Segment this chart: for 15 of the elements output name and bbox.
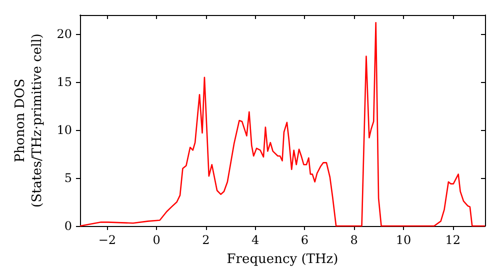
y-tick-label: 10: [56, 123, 72, 138]
x-axis-title: Frequency (THz): [226, 252, 338, 267]
x-tick-label: 2: [202, 233, 210, 247]
x-tick-label: −2: [98, 233, 116, 247]
x-tick-label: 6: [300, 233, 309, 247]
x-tick-label: 12: [445, 233, 461, 247]
x-tick-label: 0: [152, 233, 160, 247]
x-tick-label: 4: [252, 233, 260, 247]
y-tick-label: 15: [56, 75, 72, 90]
y-tick-label: 5: [64, 171, 72, 186]
y-tick-label: 20: [56, 27, 72, 42]
x-tick-label: 8: [350, 233, 358, 247]
y-axis-title: Phonon DOS (States/THz·primitive cell): [12, 33, 45, 208]
x-tick-label: 10: [396, 233, 412, 247]
y-tick-label: 0: [64, 219, 72, 233]
